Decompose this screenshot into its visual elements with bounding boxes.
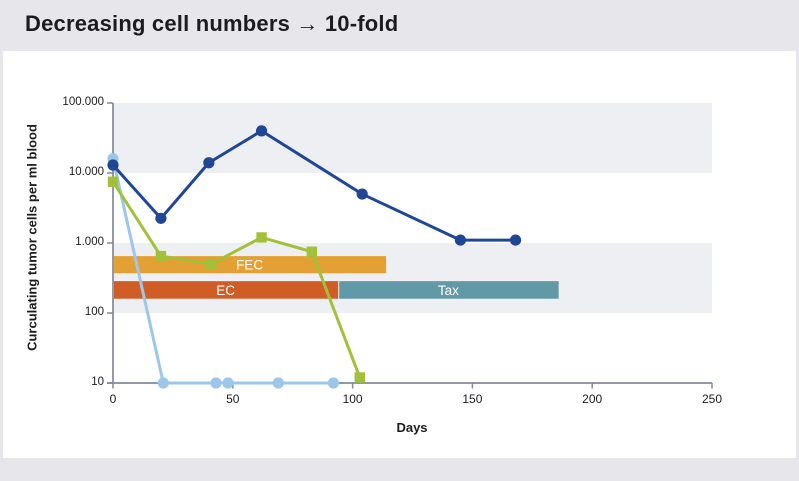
green-series-marker xyxy=(155,250,167,262)
treatment-bar-label-tax: Tax xyxy=(438,283,459,298)
dark-blue-series-marker xyxy=(203,157,215,169)
decade-band xyxy=(113,243,712,313)
light-blue-series-marker xyxy=(157,377,169,389)
x-tick-label: 150 xyxy=(462,392,483,406)
green-series-marker xyxy=(256,232,267,243)
green-series-marker xyxy=(206,258,217,270)
x-axis-title: Days xyxy=(396,420,428,435)
green-series-marker xyxy=(107,176,119,187)
y-tick-label: 10 xyxy=(91,376,104,388)
y-tick-label: 10.000 xyxy=(68,166,104,178)
x-tick-label: 200 xyxy=(582,392,603,406)
x-tick-label: 100 xyxy=(342,392,363,406)
y-tick-label: 100 xyxy=(84,306,104,318)
x-tick-label: 50 xyxy=(226,392,240,406)
x-tick-label: 250 xyxy=(701,392,723,406)
y-tick-label: 1.000 xyxy=(75,236,104,248)
green-series-marker xyxy=(306,246,318,257)
treatment-bar-label-fec: FEC xyxy=(236,258,263,273)
treatment-bar-label-ec: EC xyxy=(216,283,235,298)
light-blue-series-marker xyxy=(327,377,340,389)
light-blue-series-marker xyxy=(222,377,234,389)
treatment-bar-ec xyxy=(114,281,339,299)
green-series-line xyxy=(111,180,362,378)
dark-blue-series-marker xyxy=(255,125,268,137)
dark-blue-series-marker xyxy=(454,234,467,246)
chart-title: Decreasing cell numbers → 10-fold xyxy=(25,11,399,36)
decade-band xyxy=(113,103,712,173)
light-blue-series-line xyxy=(111,158,334,385)
dark-blue-series-marker xyxy=(356,188,368,200)
green-series-marker xyxy=(354,372,365,383)
dark-blue-series-marker xyxy=(509,234,522,246)
light-blue-series-marker xyxy=(210,377,222,389)
dark-blue-series-marker xyxy=(107,159,119,171)
x-tick-label: 0 xyxy=(109,392,117,406)
y-tick-label: 100.000 xyxy=(62,96,104,108)
light-blue-series-marker xyxy=(272,377,284,389)
dark-blue-series-marker xyxy=(155,212,167,224)
treatment-bar-tax xyxy=(339,281,559,299)
